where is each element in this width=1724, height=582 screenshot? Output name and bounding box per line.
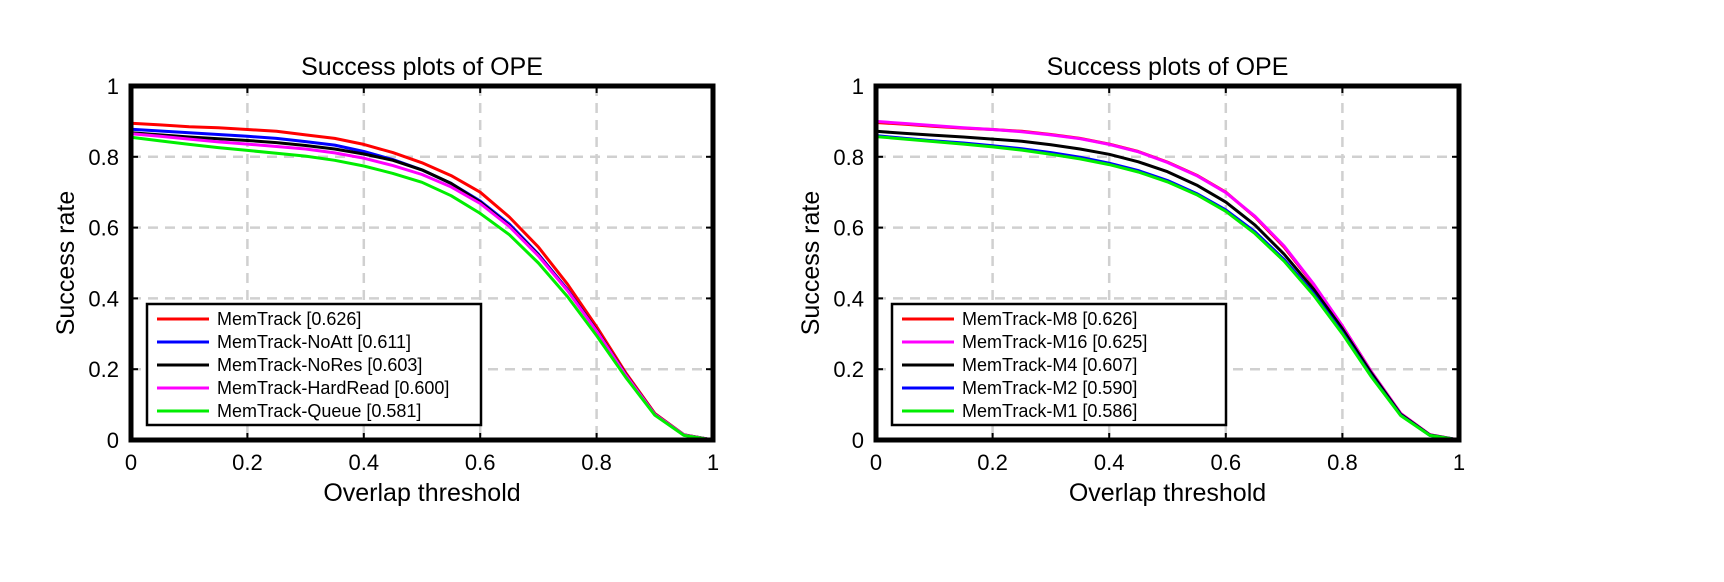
legend-label-1: MemTrack [0.626] — [217, 309, 361, 329]
chart-2: 0 0.2 0.4 0.6 0.8 1 0 0.2 0.4 0.6 0.8 1 Success plot… — [797, 53, 1465, 507]
y-axis-label: Success rate — [52, 191, 80, 336]
y-tick-label: 0.8 — [88, 145, 119, 170]
y-tick-label: 0.2 — [833, 357, 864, 382]
legend: MemTrack [0.626] MemTrack-NoAtt [0.611] Me… — [145, 302, 483, 427]
series-line-3 — [874, 129, 1461, 442]
x-tick-label: 0.8 — [1327, 450, 1358, 475]
y-tick-label: 0 — [107, 428, 119, 453]
plot-frame — [128, 83, 716, 443]
y-tick-label: 0.8 — [833, 145, 864, 170]
legend-label-4: MemTrack-HardRead [0.600] — [217, 378, 449, 398]
x-tick-label: 0.2 — [977, 450, 1008, 475]
x-tick-label: 0.6 — [465, 450, 496, 475]
x-tick-label: 0.8 — [581, 450, 612, 475]
legend-label-2: MemTrack-NoAtt [0.611] — [217, 332, 411, 352]
y-tick-label: 0 — [852, 428, 864, 453]
legend-label-3: MemTrack-M4 [0.607] — [962, 355, 1137, 375]
series-line-5 — [874, 135, 1461, 442]
x-axis-label: Overlap threshold — [1069, 479, 1266, 507]
legend-label-3: MemTrack-NoRes [0.603] — [217, 355, 422, 375]
x-tick-label: 0.4 — [349, 450, 380, 475]
legend-label-4: MemTrack-M2 [0.590] — [962, 378, 1137, 398]
chart-title: Success plots of OPE — [301, 53, 543, 81]
x-tick-label: 1 — [707, 450, 719, 475]
plot-frame — [873, 83, 1462, 443]
chart-1: 0 0.2 0.4 0.6 0.8 1 0 0.2 0.4 0.6 0.8 1 Success plot… — [52, 53, 719, 507]
legend-label-5: MemTrack-Queue [0.581] — [217, 401, 421, 421]
y-tick-label: 1 — [852, 74, 864, 99]
x-axis-label: Overlap threshold — [323, 479, 520, 507]
legend-label-5: MemTrack-M1 [0.586] — [962, 401, 1137, 421]
y-tick-label: 1 — [107, 74, 119, 99]
series-line-5 — [129, 135, 715, 442]
y-tick-label: 0.4 — [833, 286, 864, 311]
x-tick-label: 0.6 — [1211, 450, 1242, 475]
x-tick-label: 0 — [870, 450, 882, 475]
series-line-4 — [129, 132, 715, 442]
x-tick-label: 1 — [1453, 450, 1465, 475]
y-tick-label: 0.6 — [833, 216, 864, 241]
chart-title: Success plots of OPE — [1047, 53, 1289, 81]
y-tick-label: 0.4 — [88, 286, 119, 311]
legend: MemTrack-M8 [0.626] MemTrack-M16 [0.625] M… — [890, 302, 1228, 427]
y-axis-label: Success rate — [797, 191, 825, 336]
x-tick-label: 0.2 — [232, 450, 263, 475]
y-tick-label: 0.6 — [88, 216, 119, 241]
y-tick-label: 0.2 — [88, 357, 119, 382]
legend-label-2: MemTrack-M16 [0.625] — [962, 332, 1147, 352]
legend-label-1: MemTrack-M8 [0.626] — [962, 309, 1137, 329]
x-tick-label: 0 — [125, 450, 137, 475]
x-tick-label: 0.4 — [1094, 450, 1125, 475]
